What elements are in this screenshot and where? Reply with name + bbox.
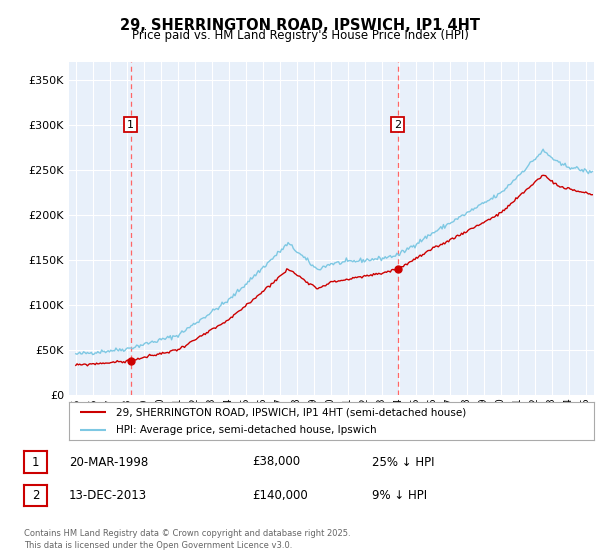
- Text: Price paid vs. HM Land Registry's House Price Index (HPI): Price paid vs. HM Land Registry's House …: [131, 29, 469, 42]
- Text: 9% ↓ HPI: 9% ↓ HPI: [372, 489, 427, 502]
- Text: 13-DEC-2013: 13-DEC-2013: [69, 489, 147, 502]
- Text: 2: 2: [394, 120, 401, 129]
- Text: 1: 1: [127, 120, 134, 129]
- Text: 29, SHERRINGTON ROAD, IPSWICH, IP1 4HT: 29, SHERRINGTON ROAD, IPSWICH, IP1 4HT: [120, 18, 480, 33]
- Text: Contains HM Land Registry data © Crown copyright and database right 2025.
This d: Contains HM Land Registry data © Crown c…: [24, 529, 350, 550]
- Text: £140,000: £140,000: [252, 489, 308, 502]
- Text: 2: 2: [32, 489, 39, 502]
- Text: £38,000: £38,000: [252, 455, 300, 469]
- Text: HPI: Average price, semi-detached house, Ipswich: HPI: Average price, semi-detached house,…: [116, 425, 377, 435]
- Text: 1: 1: [32, 455, 39, 469]
- Text: 20-MAR-1998: 20-MAR-1998: [69, 455, 148, 469]
- Text: 29, SHERRINGTON ROAD, IPSWICH, IP1 4HT (semi-detached house): 29, SHERRINGTON ROAD, IPSWICH, IP1 4HT (…: [116, 407, 467, 417]
- Text: 25% ↓ HPI: 25% ↓ HPI: [372, 455, 434, 469]
